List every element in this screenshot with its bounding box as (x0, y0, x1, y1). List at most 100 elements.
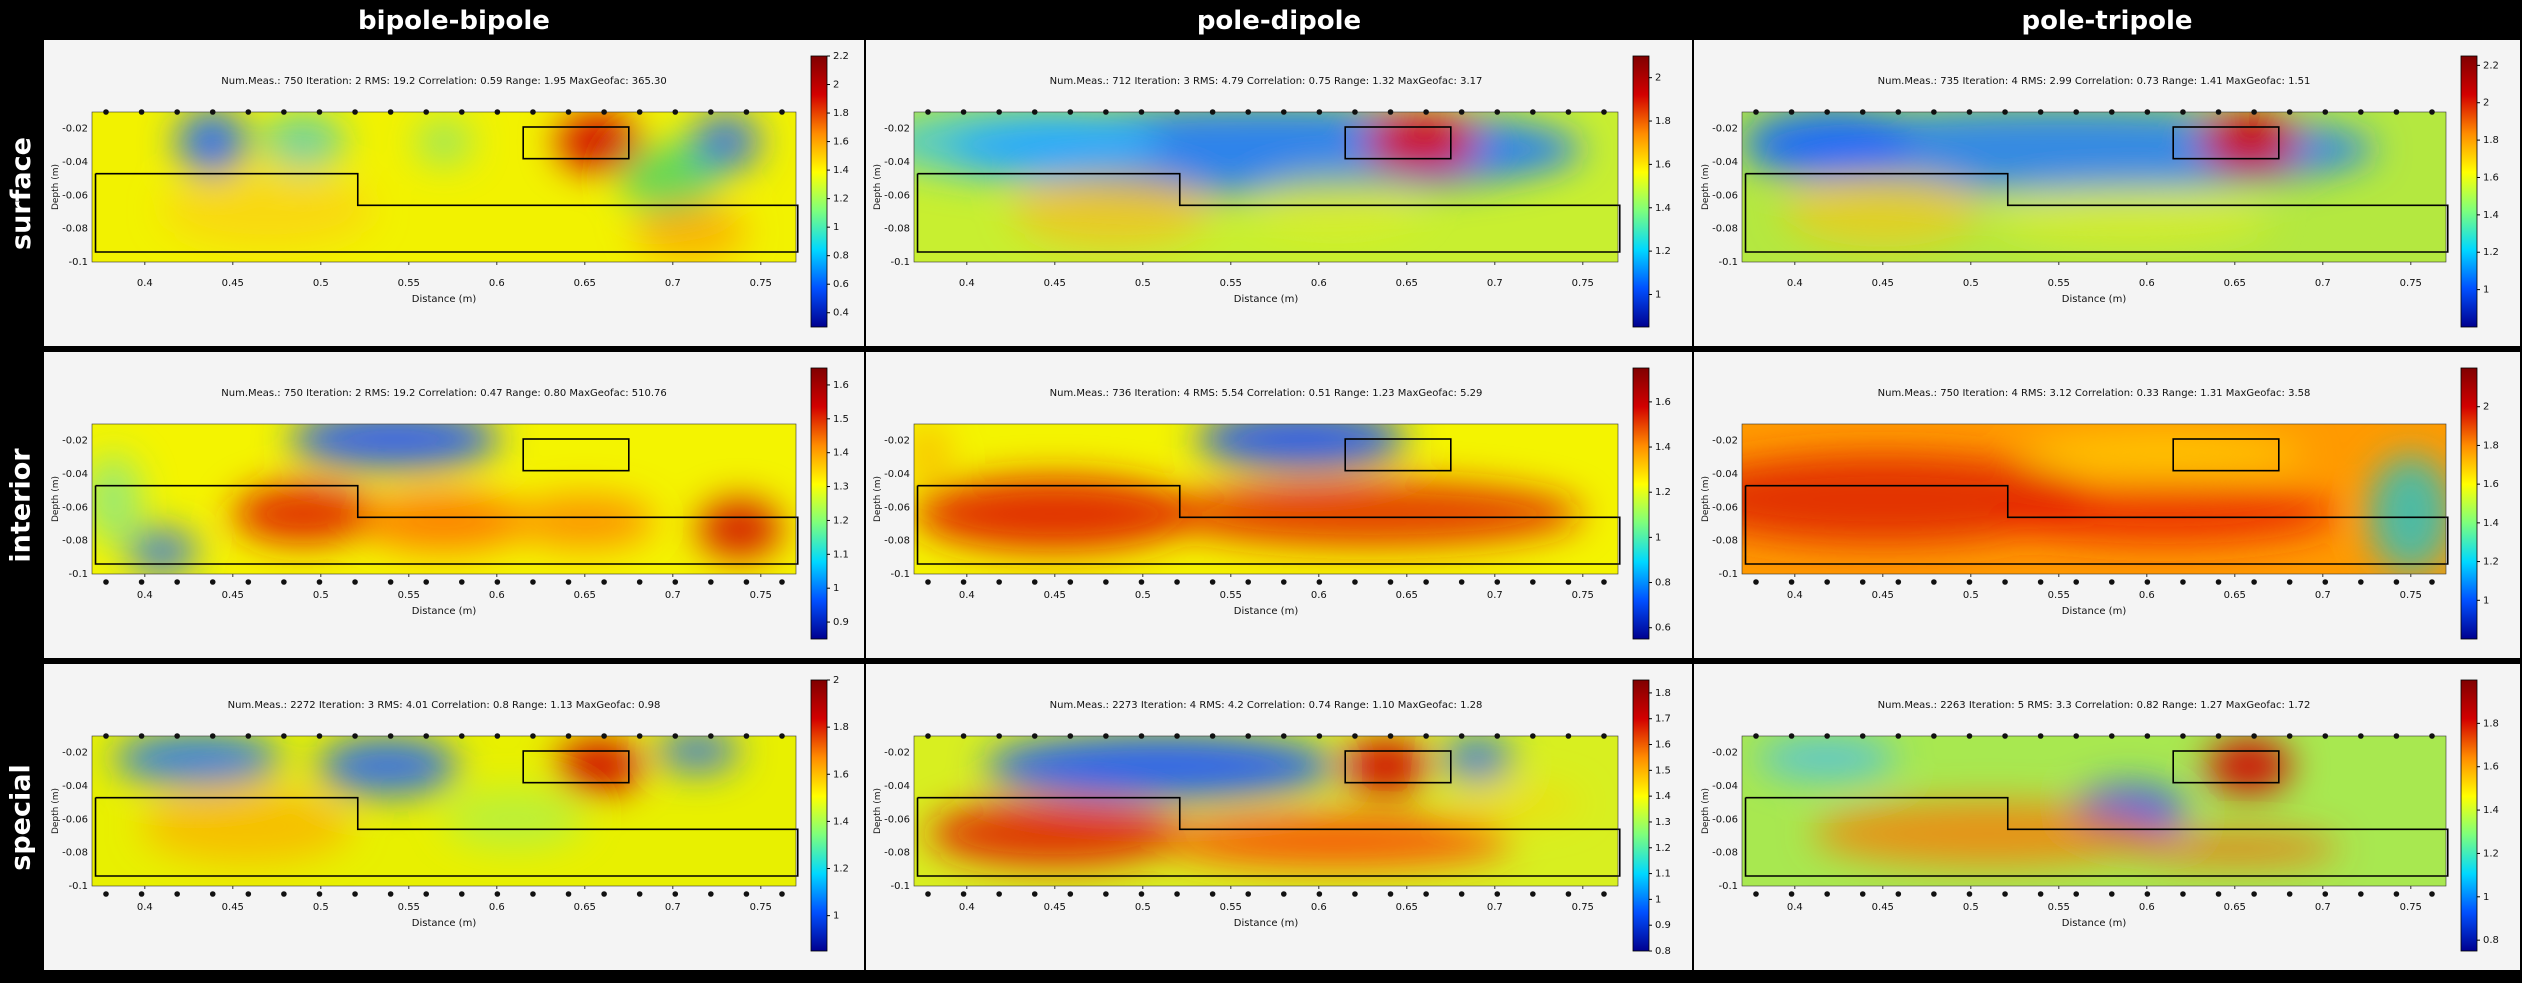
electrode-marker (1209, 733, 1216, 739)
x-tick-label: 0.55 (1220, 590, 1242, 601)
electrode-marker (601, 733, 607, 739)
y-tick-label: -0.1 (68, 881, 88, 892)
electrode-marker (1174, 109, 1180, 115)
anomaly-blob (289, 424, 501, 469)
x-tick-label: 0.75 (750, 902, 772, 913)
electrode-marker (245, 891, 252, 897)
electrode-marker (1966, 733, 1973, 739)
x-tick-label: 0.7 (2315, 902, 2331, 913)
electrode-marker (423, 579, 430, 585)
x-axis-label: Distance (m) (1234, 606, 1299, 617)
body-outline (916, 796, 1621, 877)
electrode-marker (1966, 891, 1973, 897)
anomaly-blob (1012, 172, 1210, 247)
electrode-marker (1494, 109, 1501, 115)
x-tick-label: 0.4 (1787, 590, 1803, 601)
electrode-marker (996, 733, 1002, 739)
plot-frame (91, 423, 797, 575)
row-title-interior: interior (5, 447, 37, 563)
chart-svg-surface-pole-dipole: Num.Meas.: 712 Iteration: 3 RMS: 4.79 Co… (873, 55, 1671, 328)
electrode-marker (174, 891, 180, 897)
electrode-marker (1423, 733, 1429, 739)
anomaly-blob (141, 788, 353, 864)
y-tick-label: -0.04 (1712, 469, 1738, 480)
anomaly-blob (260, 112, 346, 172)
electrode-marker (2002, 891, 2008, 897)
electrode-marker (960, 891, 967, 897)
electrode-marker (2322, 109, 2329, 115)
electrode-marker (530, 733, 536, 739)
electrode-marker (245, 579, 252, 585)
body-outline (94, 484, 799, 565)
colorbar-tick-label: 2.2 (2483, 60, 2499, 71)
x-tick-label: 0.7 (1487, 278, 1503, 289)
anomaly-blob (1251, 172, 1421, 232)
electrode-marker (1387, 109, 1394, 115)
y-tick-label: -0.02 (884, 748, 910, 759)
electrode-marker (352, 733, 358, 739)
x-tick-label: 0.6 (2139, 902, 2155, 913)
electrode-marker (458, 891, 465, 897)
target-box (1344, 438, 1452, 472)
colorbar-tick-label: 1 (2483, 892, 2489, 903)
x-tick-label: 0.5 (1135, 902, 1151, 913)
y-tick-label: -0.08 (884, 224, 910, 235)
anomaly-blob (914, 112, 1161, 180)
anomaly-blob (1160, 814, 1513, 868)
electrode-marker (2180, 733, 2186, 739)
electrode-marker (1138, 733, 1145, 739)
chart-svg-surface-bipole-bipole: Num.Meas.: 750 Iteration: 2 RMS: 19.2 Co… (51, 51, 849, 328)
x-tick-label: 0.65 (574, 902, 596, 913)
electrode-marker (2037, 733, 2044, 739)
anomaly-blob (1343, 739, 1428, 793)
electrode-marker (779, 109, 785, 115)
x-tick-label: 0.75 (750, 278, 772, 289)
electrode-marker (565, 109, 572, 115)
electrode-marker (316, 891, 323, 897)
plot-frame (91, 111, 797, 263)
y-tick-label: -0.02 (884, 436, 910, 447)
x-tick-label: 0.5 (313, 902, 329, 913)
plot-frame (91, 735, 797, 887)
stats-label: Num.Meas.: 712 Iteration: 3 RMS: 4.79 Co… (1050, 76, 1483, 87)
colorbar-tick-label: 1 (2483, 595, 2489, 606)
chart-panel-surface-pole-tripole: Num.Meas.: 735 Iteration: 4 RMS: 2.99 Co… (1694, 40, 2520, 346)
electrode-marker (2144, 891, 2151, 897)
x-tick-label: 0.6 (1311, 590, 1327, 601)
x-axis-label: Distance (m) (2062, 606, 2127, 617)
stats-label: Num.Meas.: 735 Iteration: 4 RMS: 2.99 Co… (1878, 76, 2311, 87)
electrode-marker (1530, 579, 1536, 585)
electrode-marker (138, 891, 145, 897)
colorbar-tick-label: 1.6 (833, 137, 849, 148)
target-box (2172, 126, 2280, 160)
electrode-marker (1494, 579, 1501, 585)
electrode-marker (2215, 891, 2222, 897)
colorbar-tick-label: 1.1 (1655, 869, 1671, 880)
colorbar-tick-label: 1.6 (2483, 479, 2499, 490)
electrode-marker (1601, 579, 1607, 585)
colorbar-tick-label: 1 (1655, 289, 1661, 300)
electrode-marker (2144, 579, 2151, 585)
x-axis-label: Distance (m) (2062, 918, 2127, 929)
electrode-marker (1859, 891, 1866, 897)
electrode-marker (352, 891, 358, 897)
anomaly-blob (1988, 484, 2341, 544)
electrode-marker (1931, 733, 1937, 739)
electrode-marker (2393, 579, 2400, 585)
electrode-marker (209, 579, 216, 585)
chart-panel-special-pole-dipole: Num.Meas.: 2273 Iteration: 4 RMS: 4.2 Co… (866, 664, 1692, 970)
electrode-marker (1530, 733, 1536, 739)
x-tick-label: 0.7 (2315, 590, 2331, 601)
y-tick-label: -0.1 (1718, 569, 1738, 580)
x-tick-label: 0.65 (2224, 902, 2246, 913)
x-tick-label: 0.45 (1872, 278, 1894, 289)
colorbar-tick-label: 1.6 (1655, 159, 1671, 170)
colorbar-tick-label: 0.8 (833, 251, 849, 262)
electrode-marker (138, 733, 145, 739)
plot-frame (913, 111, 1619, 263)
electrode-marker (1895, 109, 1902, 115)
heatmap-field (914, 736, 1618, 886)
electrode-marker (1316, 109, 1323, 115)
electrode-marker (960, 733, 967, 739)
electrode-marker (1031, 733, 1038, 739)
